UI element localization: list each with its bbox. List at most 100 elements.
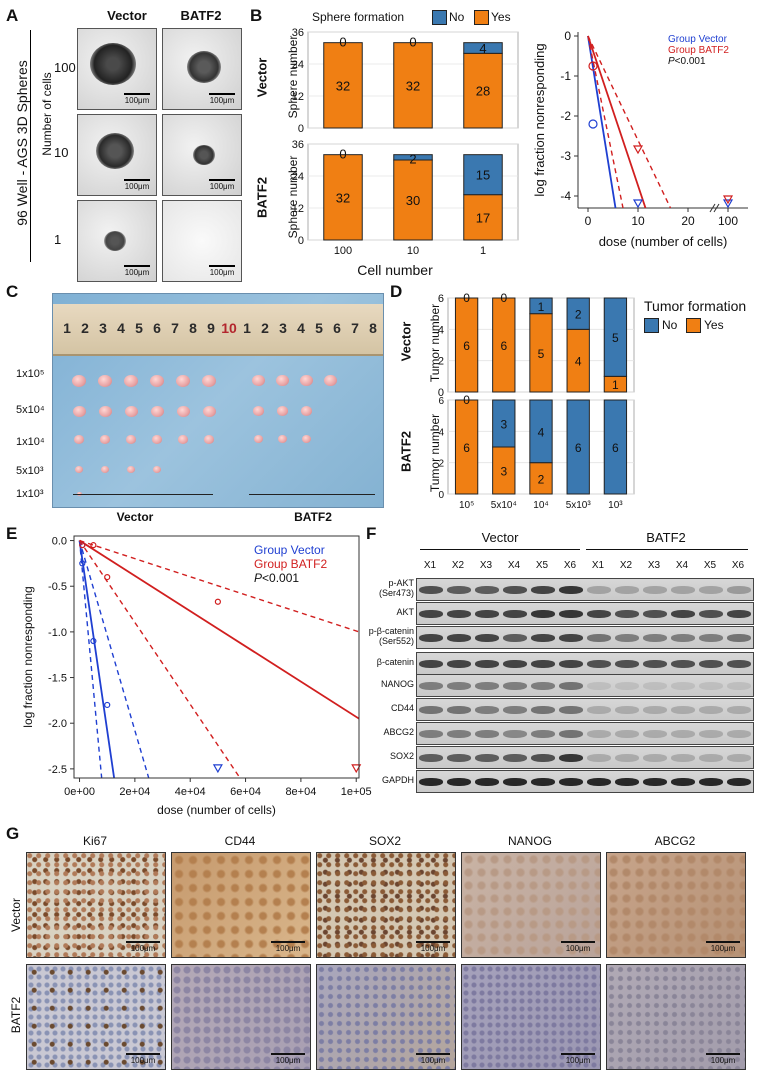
- tumor-batf2: [300, 405, 313, 416]
- p-value-symbol: P: [254, 571, 262, 585]
- wb-band: [615, 730, 639, 739]
- wb-band: [671, 778, 695, 787]
- wb-band: [447, 778, 471, 787]
- vector-bracket: [420, 549, 580, 550]
- tumor-dots: [53, 294, 383, 507]
- axis-break: [709, 203, 716, 213]
- y-tick-label: 12: [292, 91, 304, 103]
- tumor-vector: [76, 491, 82, 496]
- wb-band: [587, 706, 611, 715]
- panel-e-label: E: [6, 524, 18, 543]
- wb-band: [559, 610, 583, 619]
- panel-a-row-1: 1: [54, 232, 62, 247]
- tumor-vector: [202, 405, 216, 417]
- wb-band: [475, 610, 499, 619]
- data-label-no: 0: [463, 393, 470, 407]
- ihc-scale-bar: 100μm: [271, 1053, 305, 1065]
- sphere-image-vector-1: 100μm: [77, 200, 157, 282]
- panel-a-row-100: 100: [54, 60, 76, 75]
- legend-no-swatch: [432, 10, 447, 25]
- panel-b-legend-no: No: [449, 10, 465, 24]
- ihc-scale-bar: 100μm: [706, 941, 740, 953]
- panel-a-col-batf2: BATF2: [180, 8, 222, 23]
- x-axis-label: dose (number of cells): [599, 234, 728, 249]
- scale-label: 100μm: [710, 1056, 736, 1065]
- y-tick-label: 6: [438, 293, 444, 305]
- panel-d-row-vector: Vector: [398, 321, 414, 362]
- bar-yes: [454, 399, 479, 495]
- wb-band: [503, 778, 527, 787]
- wb-band: [419, 634, 443, 643]
- y-tick-label: 0: [564, 29, 571, 43]
- wb-band: [643, 586, 667, 595]
- data-label-no: 0: [339, 35, 346, 50]
- batf2-fit-line: [587, 35, 647, 208]
- plot-frame: [73, 535, 360, 779]
- wb-band: [475, 730, 499, 739]
- ihc-marker-nanog: NANOG: [507, 834, 552, 848]
- wb-band: [699, 754, 723, 763]
- panel-b-elda-plot: 0 -1 -2 -3 -4 0 10 20 100 dose (number of cells) l…: [532, 29, 748, 249]
- y-tick-label: -2.5: [48, 764, 67, 776]
- wb-band: [447, 660, 471, 669]
- ruler-tick-label: 2: [261, 320, 269, 336]
- tumor-vector: [153, 466, 161, 473]
- wb-band: [671, 610, 695, 619]
- wb-band: [447, 634, 471, 643]
- y-tick-label: 0: [298, 123, 304, 135]
- tumor-vector: [126, 435, 136, 444]
- panel-b-label: B: [250, 6, 263, 25]
- ruler-tick-label: 3: [99, 320, 107, 336]
- ruler-tick-label: 1: [243, 320, 251, 336]
- bar-no: [529, 399, 553, 464]
- ruler-tick-label: 7: [351, 320, 359, 336]
- ruler-tick-label: 1: [63, 320, 71, 336]
- y-tick-label: 2: [438, 356, 444, 368]
- wb-band: [419, 586, 443, 595]
- wb-band: [475, 634, 499, 643]
- wb-protein-label: SOX2: [389, 751, 414, 761]
- wb-band: [531, 586, 555, 595]
- wb-band: [531, 706, 555, 715]
- x-tick-label: 2e+04: [119, 786, 150, 798]
- scale-label: 100μm: [124, 182, 150, 191]
- panel-f-label: F: [366, 524, 377, 543]
- sphere-image-batf2-10: 100μm: [162, 114, 242, 196]
- chart-d-vector: 0 2 4 6 6 0 6 0 5 1 4 2 1 5: [438, 291, 635, 399]
- ihc-image-batf2-abcg2: 100μm: [606, 964, 746, 1070]
- ruler-tick-label: 4: [297, 320, 305, 336]
- wb-band: [503, 610, 527, 619]
- ruler-tick-label: 10: [221, 320, 237, 336]
- wb-band: [727, 634, 751, 643]
- wb-band: [727, 586, 751, 595]
- y-axis-label: log fraction nonresponding: [21, 586, 35, 727]
- p-value: P<0.001: [254, 571, 299, 585]
- ruler-tick-label: 3: [279, 320, 287, 336]
- wb-band: [671, 754, 695, 763]
- ihc-scale-bar: 100μm: [416, 1053, 450, 1065]
- vector-point: [79, 560, 86, 567]
- wb-band: [643, 610, 667, 619]
- tumor-vector: [150, 375, 164, 387]
- batf2-ci-line: [78, 540, 241, 778]
- wb-protein-label: GAPDH: [381, 775, 414, 785]
- wb-band: [643, 634, 667, 643]
- bar-yes: [463, 194, 503, 241]
- wb-band: [699, 586, 723, 595]
- legend-vector: Group Vector: [254, 543, 325, 557]
- wb-band: [531, 754, 555, 763]
- scale-bar-line: [416, 1053, 450, 1055]
- tumor-vector: [74, 435, 84, 444]
- wb-band: [475, 682, 499, 691]
- wb-band: [671, 634, 695, 643]
- wb-band: [615, 706, 639, 715]
- wb-lane-label: X1: [591, 560, 605, 571]
- data-label-no: 5: [612, 331, 619, 345]
- panel-f-group-batf2: BATF2: [646, 530, 686, 545]
- wb-band: [419, 754, 443, 763]
- tumor-vector: [202, 375, 216, 387]
- bar-yes: [454, 297, 479, 393]
- bar-yes: [492, 297, 516, 393]
- ihc-scale-bar: 100μm: [416, 941, 450, 953]
- bar-yes: [323, 42, 363, 129]
